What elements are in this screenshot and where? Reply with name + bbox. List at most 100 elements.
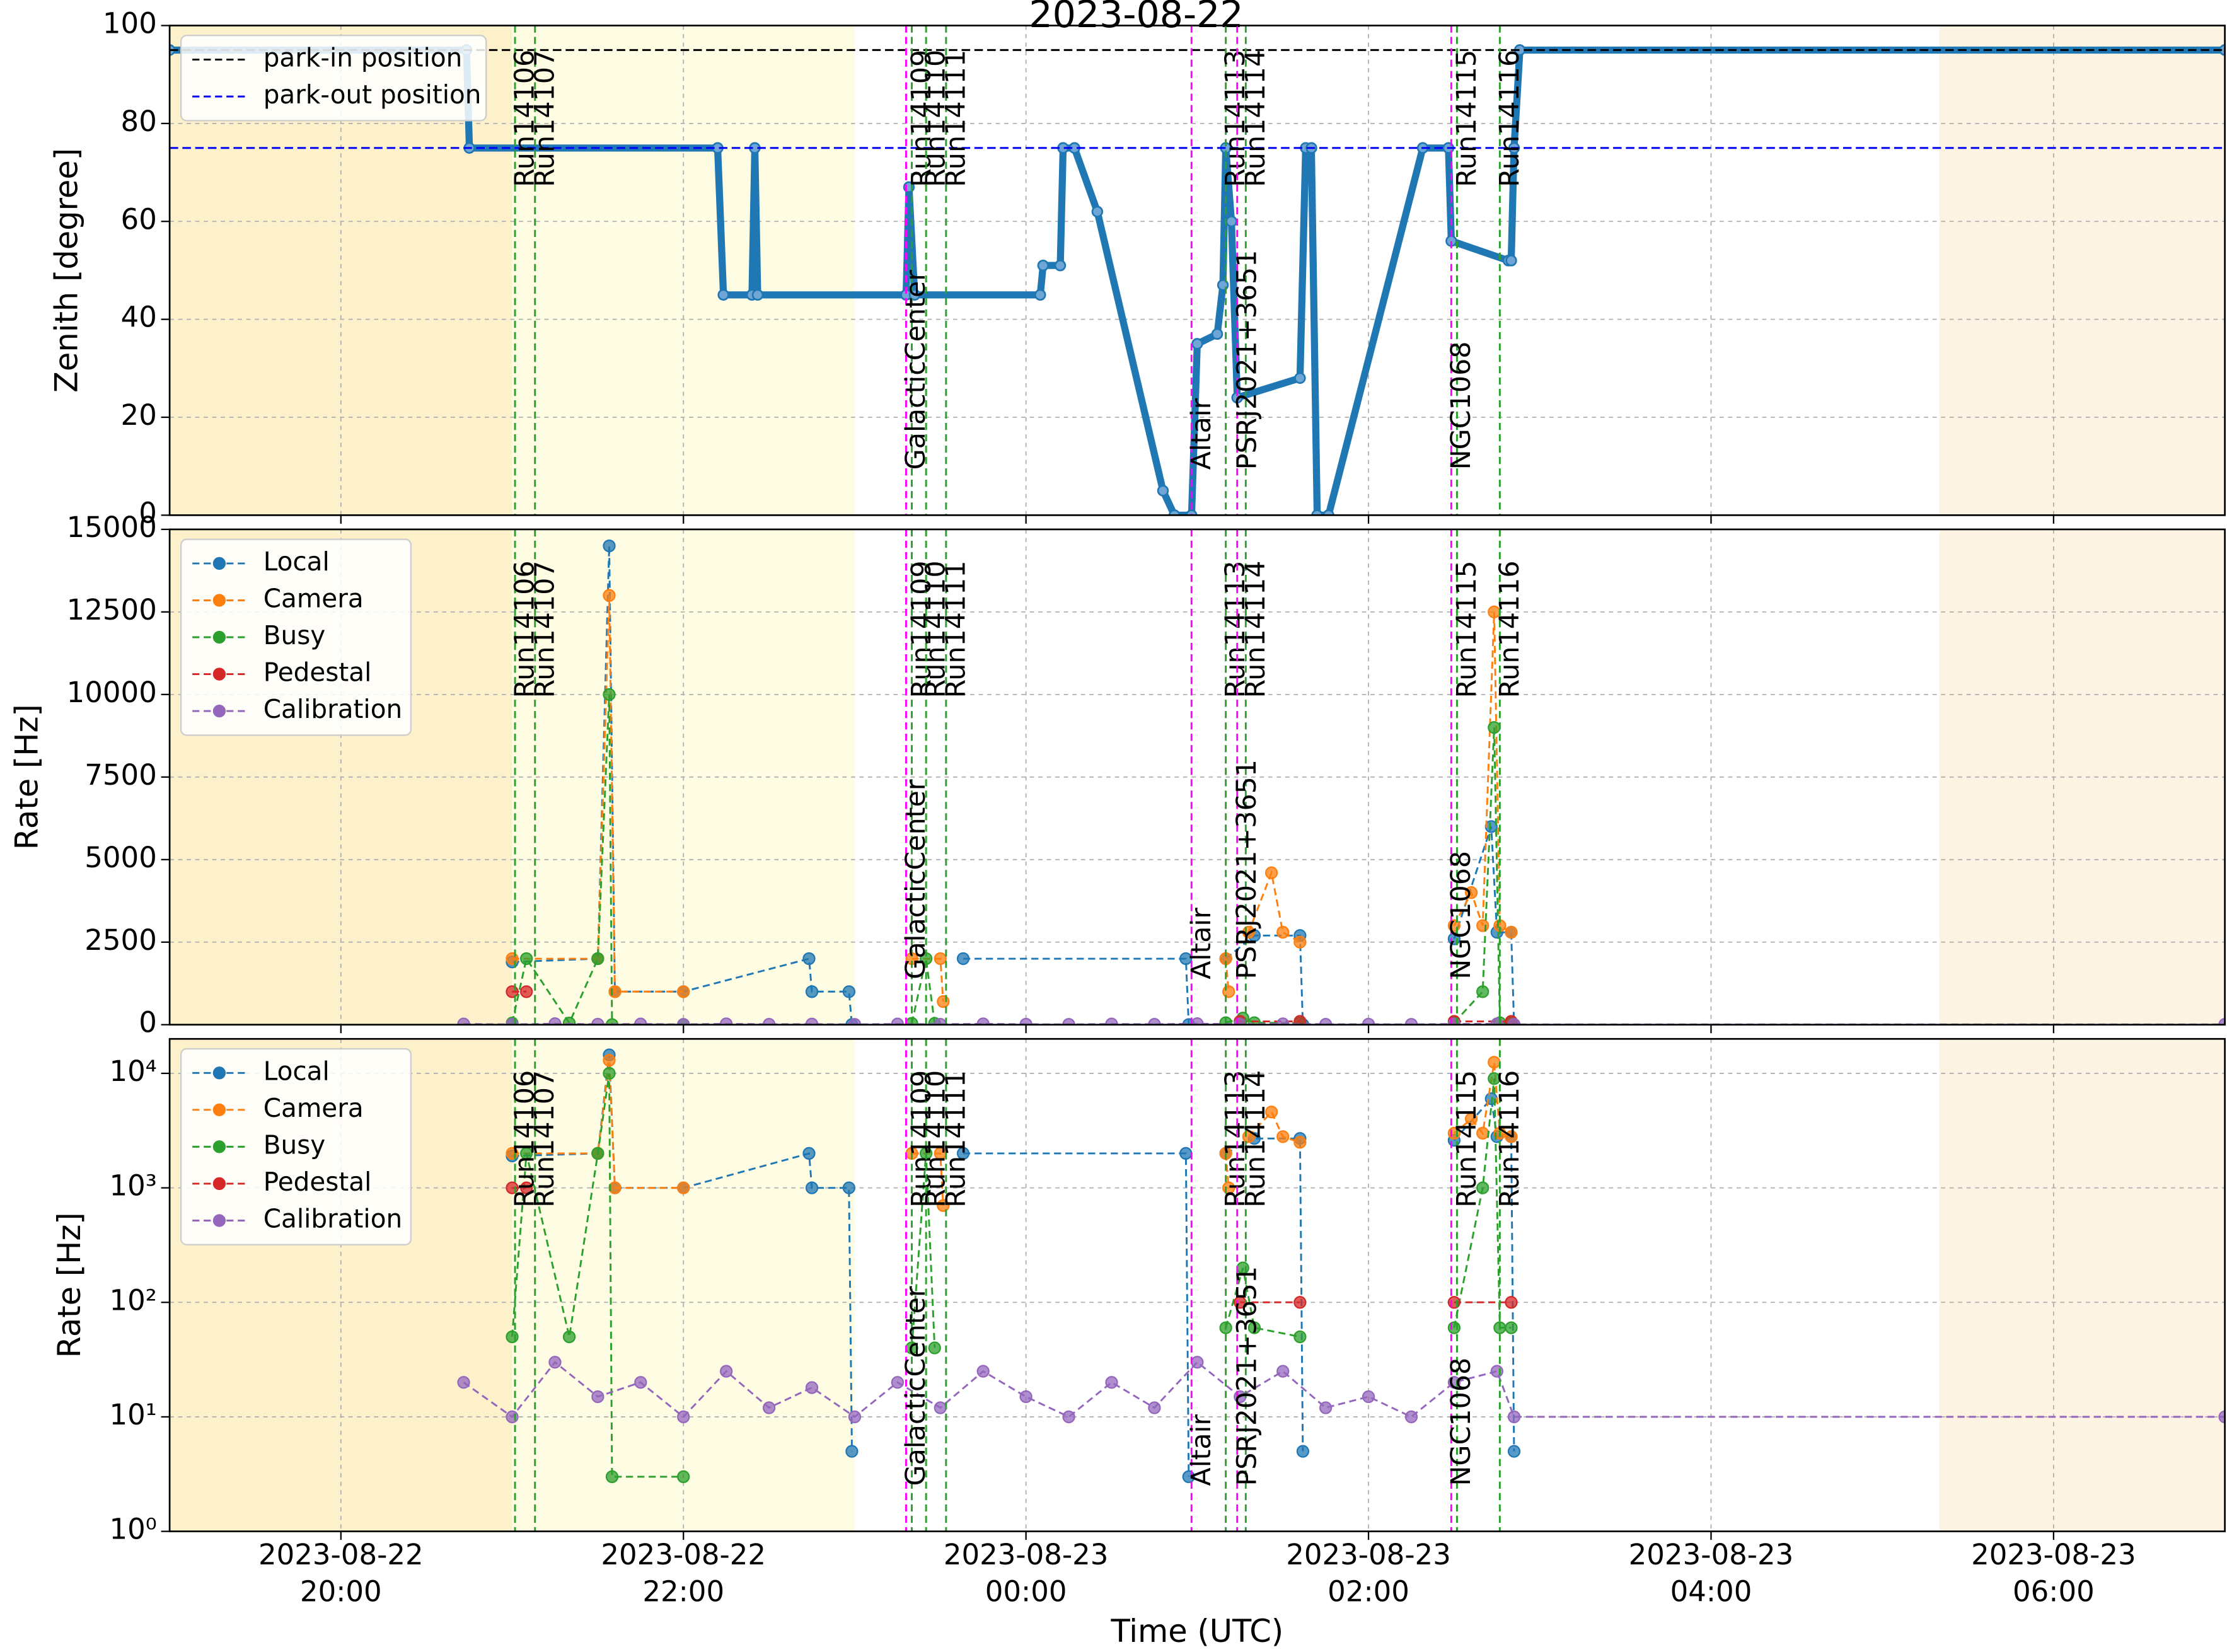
data-point — [677, 1410, 690, 1424]
data-point — [1037, 259, 1050, 272]
data-point — [520, 1181, 533, 1194]
x-tick-label-line: 2023-08-23 — [1629, 1538, 1794, 1571]
data-point — [762, 1401, 776, 1414]
legend-label: Camera — [263, 1093, 364, 1123]
data-point — [677, 985, 690, 998]
data-point — [956, 1147, 970, 1160]
data-point — [1293, 1296, 1307, 1309]
data-point — [1034, 289, 1046, 301]
data-point — [928, 1341, 941, 1355]
data-point — [608, 1181, 622, 1194]
source-label: NGC1068 — [1445, 1358, 1477, 1486]
y-tick-label: 10⁰ — [110, 1513, 157, 1546]
chart-title: 2023-08-22 — [1029, 0, 1243, 36]
data-point — [1322, 509, 1334, 516]
source-label: Altair — [1186, 1414, 1217, 1486]
data-point — [802, 952, 816, 966]
legend-marker — [212, 1066, 226, 1080]
y-tick-label: 5000 — [84, 841, 157, 874]
data-point — [603, 1054, 616, 1067]
y-tick-label: 12500 — [67, 593, 157, 627]
data-point — [848, 1410, 862, 1424]
legend-box — [180, 538, 412, 736]
data-point — [1211, 328, 1223, 340]
data-point — [1488, 721, 1501, 734]
data-point — [1319, 1401, 1333, 1414]
axes-frame — [168, 1037, 2226, 1532]
data-point — [506, 1330, 519, 1344]
y-axis-label: Zenith [degree] — [49, 148, 85, 393]
run-label: Run14109 — [906, 560, 937, 698]
source-label: Altair — [1186, 908, 1217, 979]
x-tick-label-line: 00:00 — [985, 1575, 1067, 1609]
run-label: Run14106 — [509, 1070, 541, 1208]
run-label: Run14111 — [940, 50, 971, 187]
run-label: Run14109 — [906, 1070, 937, 1208]
data-point — [1296, 1445, 1310, 1458]
source-label: Altair — [1186, 398, 1217, 470]
data-point — [1505, 925, 1518, 939]
legend-box — [180, 1048, 412, 1245]
data-point — [1222, 985, 1235, 998]
data-point — [605, 1470, 619, 1484]
data-point — [1264, 1106, 1278, 1119]
source-label: PSRJ2021+3651 — [1231, 250, 1263, 470]
data-point — [1490, 1365, 1503, 1378]
data-point — [1062, 1410, 1075, 1424]
source-label: GalacticCenter — [900, 779, 932, 979]
data-point — [1276, 925, 1290, 939]
data-point — [1505, 1130, 1518, 1143]
y-tick-label: 10² — [110, 1283, 157, 1317]
x-tick-label-line: 20:00 — [300, 1575, 382, 1609]
data-point — [891, 1376, 904, 1389]
run-label: Run14107 — [529, 50, 560, 187]
x-tick-label-line: 22:00 — [642, 1575, 724, 1609]
data-point — [751, 289, 764, 301]
data-point — [1157, 485, 1169, 497]
data-point — [1294, 372, 1306, 384]
legend-label: Calibration — [263, 1203, 402, 1233]
run-label: Run14114 — [1240, 50, 1271, 187]
data-point — [562, 1330, 576, 1344]
legend-label: park-in position — [263, 43, 463, 73]
legend-marker — [212, 704, 226, 718]
series-line — [463, 1361, 2225, 1418]
run-label: Run14111 — [940, 1070, 971, 1208]
legend-label: Calibration — [263, 694, 402, 724]
source-label: PSRJ2021+3651 — [1231, 760, 1263, 979]
data-point — [1179, 1147, 1193, 1160]
data-point — [1505, 1321, 1518, 1334]
data-point — [842, 985, 856, 998]
data-point — [1019, 1390, 1033, 1404]
y-tick-label: 80 — [121, 105, 157, 138]
x-tick-label: 2023-08-22 20:00 — [258, 1538, 424, 1609]
run-label: Run14114 — [1240, 560, 1271, 698]
data-point — [562, 1016, 576, 1025]
data-point — [677, 1470, 690, 1484]
run-label: Run14111 — [940, 560, 971, 698]
run-label: Run14114 — [1240, 1070, 1271, 1208]
x-tick-label-line: 04:00 — [1670, 1575, 1752, 1609]
data-point — [1293, 1015, 1307, 1025]
data-point — [802, 1147, 816, 1160]
y-tick-label: 0 — [139, 496, 157, 529]
data-point — [1362, 1390, 1375, 1404]
data-point — [634, 1376, 647, 1389]
data-point — [1247, 1016, 1261, 1025]
source-label: PSRJ2021+3651 — [1231, 1266, 1263, 1486]
data-point — [603, 539, 616, 553]
y-tick-label: 20 — [121, 398, 157, 432]
run-label: Run14107 — [529, 1070, 560, 1208]
legend-label: Busy — [263, 1129, 326, 1160]
run-label: Run14109 — [906, 50, 937, 187]
data-point — [1505, 255, 1517, 267]
data-point — [603, 688, 616, 701]
y-tick-label: 15000 — [67, 511, 157, 544]
y-tick-label: 100 — [103, 7, 157, 40]
x-tick-label: 2023-08-23 06:00 — [1971, 1538, 2136, 1609]
y-tick-label: 40 — [121, 301, 157, 334]
data-point — [934, 952, 947, 966]
